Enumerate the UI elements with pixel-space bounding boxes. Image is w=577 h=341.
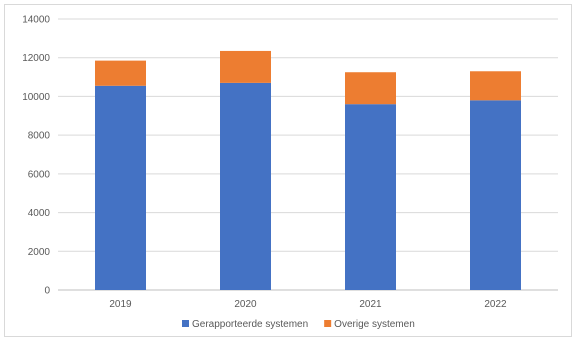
y-axis-ticks: 0 2000 4000 6000 8000 10000 12000 14000 bbox=[22, 15, 50, 297]
bars bbox=[95, 50, 521, 291]
legend-label: Overige systemen bbox=[334, 319, 415, 330]
x-tick-label: 2020 bbox=[234, 299, 257, 310]
x-axis: 2019 2020 2021 2022 bbox=[109, 299, 507, 310]
legend-label: Gerapporteerde systemen bbox=[192, 319, 308, 330]
y-tick-label: 14000 bbox=[22, 15, 50, 26]
x-tick-label: 2019 bbox=[109, 299, 132, 310]
y-tick-label: 0 bbox=[44, 286, 50, 297]
y-tick-label: 10000 bbox=[22, 92, 50, 103]
legend-swatch bbox=[182, 320, 189, 327]
y-tick-label: 8000 bbox=[28, 131, 51, 142]
y-tick-label: 2000 bbox=[28, 247, 51, 258]
y-tick-label: 12000 bbox=[22, 53, 50, 64]
x-tick-label: 2022 bbox=[484, 299, 507, 310]
bar-2019-series-0 bbox=[95, 85, 146, 291]
legend-swatch bbox=[324, 320, 332, 327]
bar-2022-series-0 bbox=[470, 100, 521, 290]
bar-2020-series-1 bbox=[220, 50, 271, 83]
y-tick-label: 4000 bbox=[28, 208, 51, 219]
legend: Gerapporteerde systemen Overige systemen bbox=[182, 319, 415, 330]
bar-2022-series-1 bbox=[470, 71, 521, 101]
bar-2019-series-1 bbox=[95, 60, 146, 86]
bar-2021-series-1 bbox=[345, 72, 396, 105]
x-tick-label: 2021 bbox=[359, 299, 382, 310]
bar-2020-series-0 bbox=[220, 82, 271, 290]
bar-2021-series-0 bbox=[345, 104, 396, 291]
y-tick-label: 6000 bbox=[28, 169, 51, 180]
